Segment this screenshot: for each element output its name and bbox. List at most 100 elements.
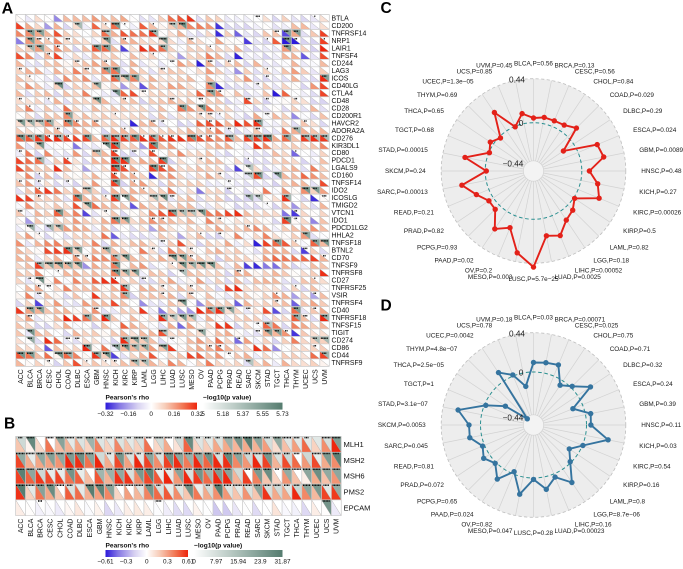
svg-text:UVM,P=0.18: UVM,P=0.18 [476,316,513,323]
svg-text:−log10(p value): −log10(p value) [203,395,251,402]
svg-text:−0.61: −0.61 [97,559,114,566]
svg-text:LUAD,P=0.0025: LUAD,P=0.0025 [555,274,602,281]
svg-text:CD274: CD274 [332,338,354,345]
svg-text:LUAD: LUAD [176,519,183,537]
svg-text:UCS: UCS [313,369,320,384]
svg-text:MSH2: MSH2 [344,456,365,465]
svg-text:UCEC,P=1.3e−05: UCEC,P=1.3e−05 [422,79,474,86]
svg-text:CHOL: CHOL [57,518,64,537]
svg-text:ICOSLG: ICOSLG [332,195,358,202]
svg-text:31.87: 31.87 [275,559,291,566]
svg-text:LAML,P=0.82: LAML,P=0.82 [610,244,649,251]
svg-text:VSIR: VSIR [332,293,348,300]
svg-text:EPCAM: EPCAM [344,503,371,512]
svg-text:READ,P=0.81: READ,P=0.81 [394,463,434,470]
svg-text:TNFRSF8: TNFRSF8 [332,270,363,277]
svg-text:CD160: CD160 [332,173,354,180]
svg-text:PAAD,P=0.02: PAAD,P=0.02 [434,258,474,265]
svg-text:MESO: MESO [196,518,203,539]
svg-text:LAML: LAML [146,518,153,536]
svg-text:UCEC,P=0.0042: UCEC,P=0.0042 [426,333,474,340]
svg-text:CD48: CD48 [332,98,350,105]
svg-text:THYM,P=4.8e−07: THYM,P=4.8e−07 [406,346,458,353]
svg-text:THCA,P=0.65: THCA,P=0.65 [404,108,444,115]
svg-text:READ: READ [237,369,244,388]
svg-text:KIRC,P=0.00026: KIRC,P=0.00026 [633,209,682,216]
svg-text:DLBC,P=0.32: DLBC,P=0.32 [623,362,663,369]
svg-text:B: B [4,416,15,433]
svg-text:MESO: MESO [189,369,196,390]
svg-text:COAD,P=0.71: COAD,P=0.71 [610,346,651,353]
svg-text:COAD: COAD [67,519,74,539]
svg-text:TNFRSF14: TNFRSF14 [332,30,367,37]
svg-text:CD40LG: CD40LG [332,83,359,90]
svg-text:UVM: UVM [322,369,329,385]
svg-text:BLCA,P=0.03: BLCA,P=0.03 [514,314,553,321]
svg-text:KICH,P=0.03: KICH,P=0.03 [639,443,677,450]
svg-text:CD200: CD200 [332,23,354,30]
svg-text:BLCA,P=0.56: BLCA,P=0.56 [514,60,553,67]
svg-text:A: A [2,1,14,18]
svg-text:PCPG: PCPG [218,369,225,389]
svg-text:C: C [381,0,392,17]
svg-text:HNSC: HNSC [107,519,114,539]
svg-text:NRP1: NRP1 [332,38,351,45]
svg-text:0.16: 0.16 [168,411,181,418]
svg-text:ESCA,P=0.24: ESCA,P=0.24 [633,381,673,388]
svg-text:DLBC: DLBC [77,519,84,537]
svg-text:THCA: THCA [294,518,301,537]
svg-text:KIRP,P=0.5: KIRP,P=0.5 [623,228,656,235]
svg-text:PRAD: PRAD [227,369,234,388]
svg-text:ACC: ACC [18,369,25,384]
svg-text:KIRC: KIRC [122,369,129,385]
svg-text:−log10(p value): −log10(p value) [194,543,242,550]
svg-text:UCS,P=0.85: UCS,P=0.85 [456,69,492,76]
svg-text:TNFRSF18: TNFRSF18 [332,315,367,322]
svg-text:GBM,P=0.39: GBM,P=0.39 [639,401,676,408]
svg-text:HNSC,P=0.11: HNSC,P=0.11 [641,422,681,429]
svg-text:HHLA2: HHLA2 [332,233,354,240]
svg-text:CESC: CESC [48,519,55,538]
svg-text:5.18: 5.18 [217,411,230,418]
svg-text:HAVCR2: HAVCR2 [332,120,360,127]
svg-text:7.97: 7.97 [210,559,223,566]
svg-text:0: 0 [519,119,524,128]
svg-text:23.9: 23.9 [254,559,267,566]
svg-text:STAD,P=3.1e−07: STAD,P=3.1e−07 [378,401,428,408]
svg-text:SARC: SARC [246,369,253,388]
svg-text:CD70: CD70 [332,255,350,262]
svg-text:LIHC: LIHC [166,519,173,535]
svg-text:SARC,P=0.00013: SARC,P=0.00013 [377,189,428,196]
svg-text:ESCA: ESCA [84,369,91,388]
svg-text:UCEC: UCEC [303,369,310,389]
svg-text:KIRC: KIRC [127,519,134,535]
svg-text:LGG: LGG [151,369,158,384]
svg-text:TMIGD2: TMIGD2 [332,203,358,210]
svg-text:UVM: UVM [334,518,341,534]
svg-text:−0.44: −0.44 [503,160,524,169]
svg-text:−0.16: −0.16 [120,411,137,418]
svg-text:BRCA: BRCA [38,518,45,538]
svg-text:STAD,P=0.00015: STAD,P=0.00015 [378,147,428,154]
svg-text:OV,P=0.82: OV,P=0.82 [461,522,492,529]
svg-text:0: 0 [145,559,149,566]
svg-text:OV: OV [205,518,212,528]
svg-text:READ,P=0.21: READ,P=0.21 [394,209,434,216]
svg-text:BTLA: BTLA [332,15,350,22]
svg-text:COAD,P=0.029: COAD,P=0.029 [610,92,655,99]
svg-text:CD80: CD80 [332,150,350,157]
svg-text:LUSC: LUSC [180,369,187,387]
svg-text:LAML: LAML [142,369,149,387]
svg-text:TGCT,P=0.68: TGCT,P=0.68 [395,127,434,134]
svg-text:0.44: 0.44 [509,330,525,339]
svg-text:TGCT: TGCT [284,518,291,538]
svg-text:5.73: 5.73 [276,411,289,418]
svg-text:CD276: CD276 [332,135,354,142]
svg-text:TNFSF15: TNFSF15 [332,323,362,330]
svg-text:TNFRSF9: TNFRSF9 [332,360,363,367]
svg-text:STAD: STAD [275,519,282,537]
svg-text:BTNL2: BTNL2 [332,248,354,255]
svg-text:−0.44: −0.44 [503,414,524,423]
svg-text:15.94: 15.94 [230,559,246,566]
svg-text:BRCA,P=0.00071: BRCA,P=0.00071 [555,316,606,323]
